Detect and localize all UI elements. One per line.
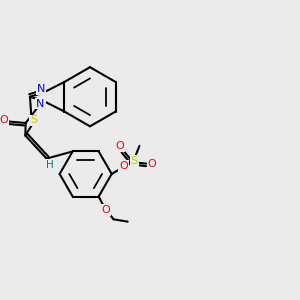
Text: O: O [101,205,110,215]
Text: O: O [0,115,8,125]
Text: O: O [116,142,124,152]
Text: N: N [36,99,45,109]
Text: N: N [37,84,46,94]
Text: O: O [148,159,157,169]
Text: S: S [130,156,138,166]
Text: O: O [119,161,128,171]
Text: S: S [30,116,37,125]
Text: H: H [46,160,54,170]
